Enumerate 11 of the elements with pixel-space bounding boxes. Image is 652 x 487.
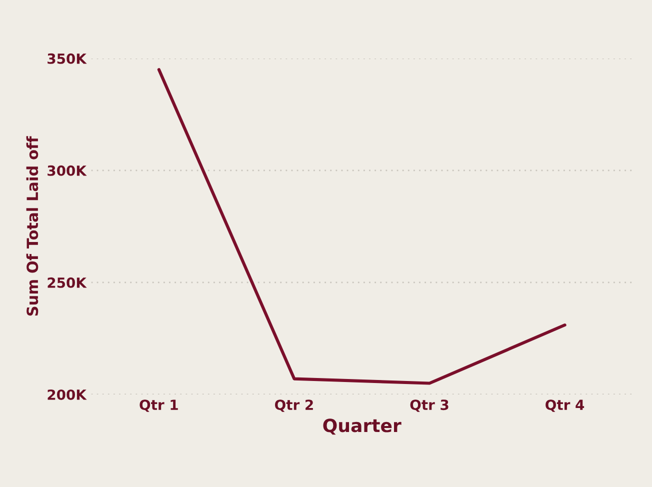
line-series — [157, 68, 566, 385]
x-tick-label: Qtr 3 — [410, 400, 448, 412]
y-tick-label: 350K — [48, 53, 87, 64]
x-tick-label: Qtr 1 — [140, 400, 178, 412]
x-tick-label: Qtr 4 — [546, 400, 584, 412]
y-tick-label: 300K — [48, 165, 87, 176]
y-tick-label: 200K — [48, 389, 87, 400]
y-tick-label: 250K — [48, 277, 87, 288]
x-axis-title: Quarter — [323, 418, 402, 435]
y-axis-title: Sum Of Total Laid off — [26, 136, 38, 316]
x-tick-label: Qtr 2 — [275, 400, 313, 412]
